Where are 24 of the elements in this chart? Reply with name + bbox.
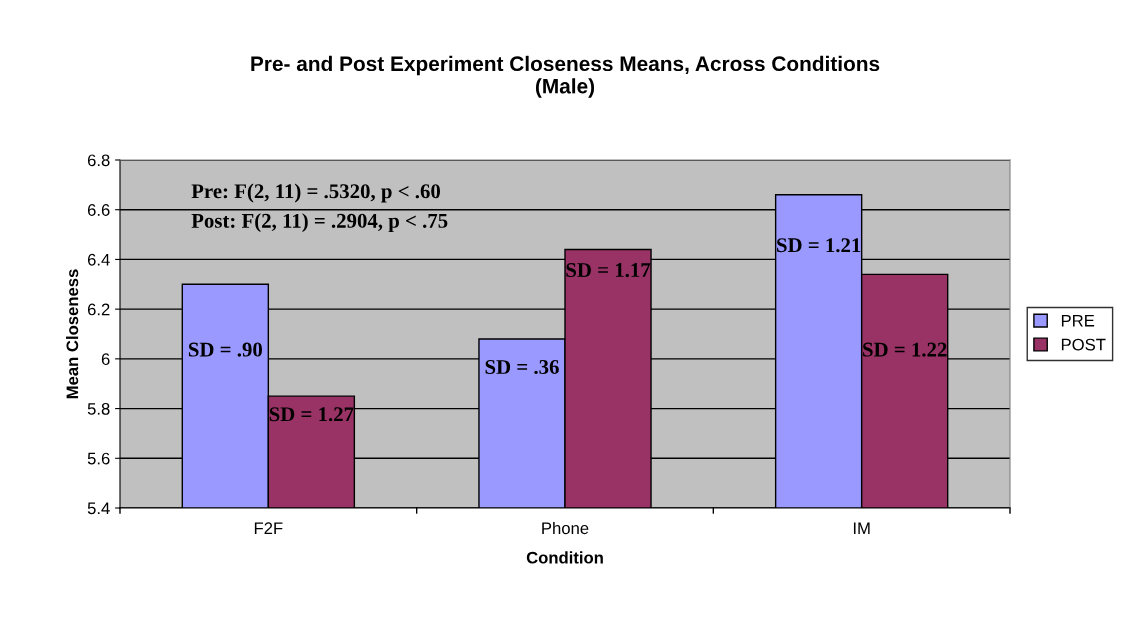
annotation: Post: F(2, 11) = .2904, p < .75 — [191, 213, 448, 233]
legend-label: POST — [1061, 338, 1106, 351]
y-tick-label: 6 — [101, 353, 110, 366]
annotation: SD = 1.21 — [777, 238, 861, 253]
legend-label: PRE — [1061, 314, 1095, 327]
y-tick-label: 6.6 — [87, 204, 110, 216]
annotation: SD = 1.17 — [566, 263, 651, 278]
x-tick-label: IM — [853, 522, 870, 534]
x-tick-label: Phone — [542, 521, 589, 535]
chart-title: Pre- and Post Experiment Closeness Means, Across Conditions (Male) — [251, 55, 880, 98]
annotation: SD = .36 — [485, 360, 559, 375]
x-tick-label: F2F — [254, 522, 283, 534]
x-axis-title: Condition — [526, 551, 603, 564]
y-axis-title: Mean Closeness — [66, 269, 79, 399]
annotation: SD = 1.22 — [863, 342, 947, 357]
annotation: Pre: F(2, 11) = .5320, p < .60 — [191, 183, 441, 203]
y-tick-label: 5.8 — [87, 402, 110, 415]
y-tick-label: 6.8 — [87, 154, 110, 167]
y-tick-label: 6.2 — [87, 303, 110, 316]
y-tick-label: 5.4 — [87, 502, 110, 515]
annotation: SD = .90 — [188, 342, 262, 357]
y-tick-label: 5.6 — [87, 452, 110, 465]
y-tick-label: 6.4 — [87, 253, 110, 266]
annotation: SD = 1.27 — [269, 407, 354, 422]
